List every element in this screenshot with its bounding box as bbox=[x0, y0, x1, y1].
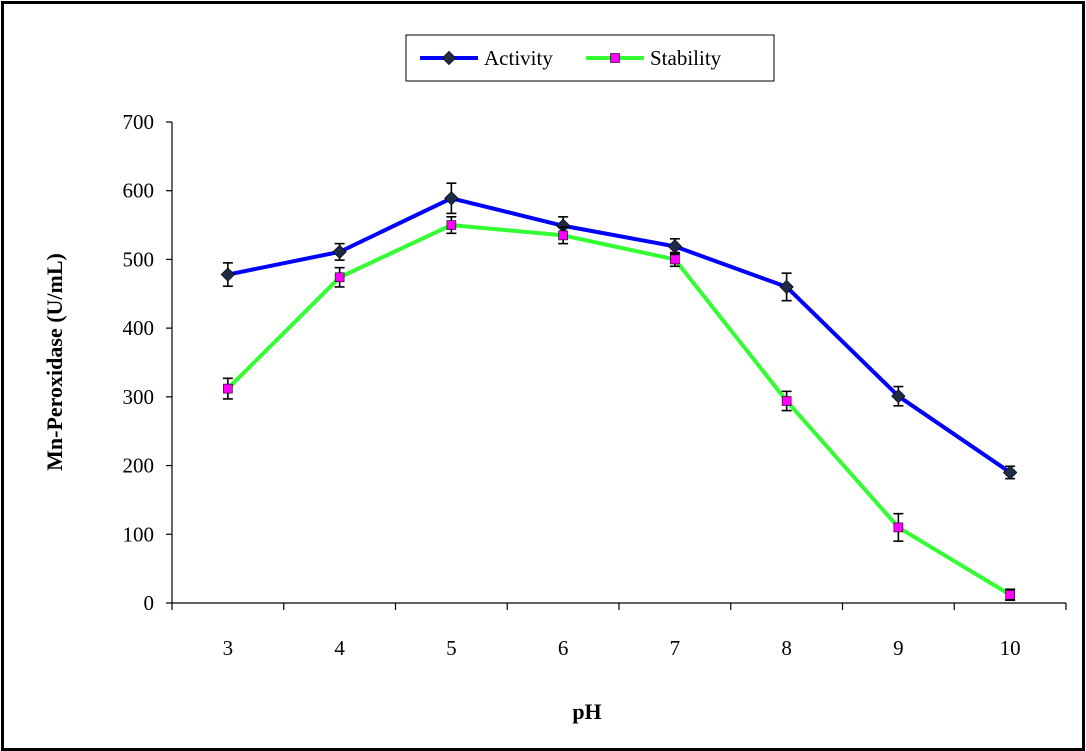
y-tick-label: 300 bbox=[123, 385, 155, 409]
y-axis-title: Mn-Peroxidase (U/mL) bbox=[42, 253, 67, 471]
point-marker bbox=[893, 522, 904, 533]
x-tick-label: 4 bbox=[334, 636, 345, 660]
y-tick-label: 200 bbox=[123, 454, 155, 478]
series-line bbox=[227, 196, 1012, 475]
series-activity bbox=[220, 182, 1018, 480]
y-tick-label: 100 bbox=[123, 522, 155, 546]
x-tick-label: 10 bbox=[1000, 636, 1021, 660]
point-marker bbox=[1002, 465, 1018, 480]
y-tick-label: 400 bbox=[123, 316, 155, 340]
y-tick-label: 700 bbox=[123, 110, 155, 134]
x-tick-label: 5 bbox=[446, 636, 457, 660]
x-tick-label: 3 bbox=[223, 636, 234, 660]
point-marker bbox=[779, 279, 794, 295]
series-stability bbox=[222, 216, 1016, 602]
y-tick-label: 500 bbox=[123, 247, 155, 271]
point-marker bbox=[444, 191, 459, 206]
x-tick-label: 7 bbox=[670, 636, 681, 660]
point-marker bbox=[220, 267, 236, 282]
series-line bbox=[226, 223, 1012, 597]
point-marker bbox=[891, 388, 906, 404]
series-layer bbox=[220, 182, 1018, 602]
x-tick-label: 9 bbox=[893, 636, 904, 660]
point-marker bbox=[558, 230, 568, 241]
legend-label: Activity bbox=[484, 46, 553, 70]
x-tick-label: 8 bbox=[781, 636, 792, 660]
point-marker bbox=[334, 272, 345, 283]
x-axis-title: pH bbox=[572, 699, 601, 724]
point-marker bbox=[781, 396, 792, 406]
point-marker bbox=[1005, 589, 1015, 600]
legend-label: Stability bbox=[650, 46, 722, 70]
x-tick-label: 6 bbox=[558, 636, 569, 660]
axes: 0 100 200 300 400 500 600 700 3 4 5 6 7 8 9 10 bbox=[123, 110, 1067, 660]
point-marker bbox=[441, 50, 457, 66]
point-marker bbox=[332, 244, 347, 260]
y-tick-label: 0 bbox=[144, 591, 155, 615]
point-marker bbox=[446, 220, 457, 230]
point-marker bbox=[610, 53, 620, 63]
y-tick-label: 600 bbox=[123, 179, 155, 203]
point-marker bbox=[667, 239, 683, 254]
point-marker bbox=[223, 383, 233, 394]
legend: Activity Stability bbox=[405, 34, 775, 82]
point-marker bbox=[670, 254, 680, 265]
